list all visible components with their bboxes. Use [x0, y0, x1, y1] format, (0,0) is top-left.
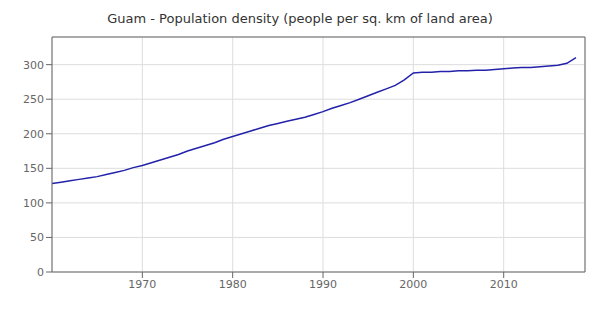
- svg-text:200: 200: [23, 128, 44, 141]
- svg-text:150: 150: [23, 162, 44, 175]
- svg-text:1970: 1970: [128, 278, 156, 291]
- svg-text:250: 250: [23, 93, 44, 106]
- svg-text:100: 100: [23, 197, 44, 210]
- svg-text:1980: 1980: [219, 278, 247, 291]
- svg-text:2010: 2010: [490, 278, 518, 291]
- svg-text:300: 300: [23, 59, 44, 72]
- svg-text:1990: 1990: [309, 278, 337, 291]
- html-text:Guam - Population density (peo: Guam - Population density (people per sq…: [107, 11, 493, 26]
- svg-text:2000: 2000: [399, 278, 427, 291]
- svg-text:50: 50: [30, 231, 44, 244]
- svg-text:0: 0: [37, 266, 44, 279]
